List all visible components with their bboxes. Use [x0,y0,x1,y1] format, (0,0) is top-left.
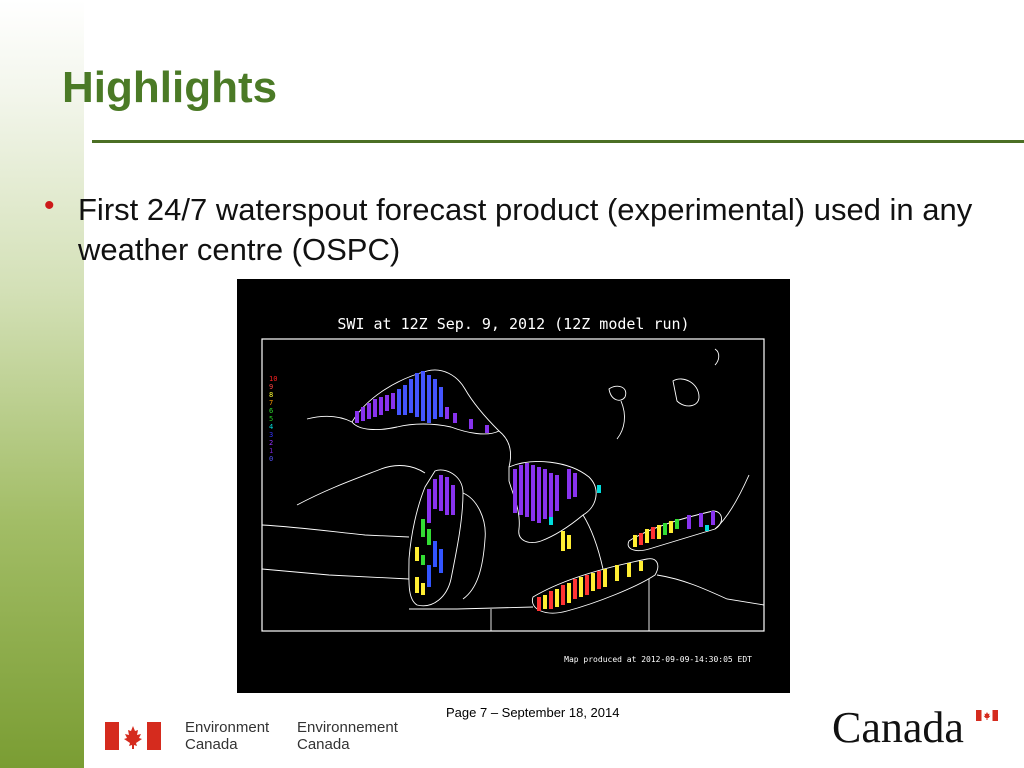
department-name-english: Environment Canada [185,719,269,753]
huron-st-clair [582,514,604,570]
state-border-1 [261,524,410,538]
island-1 [608,385,627,401]
page-number-date: Page 7 – September 18, 2014 [446,705,620,720]
legend-value-10: 10 [269,375,278,383]
map-produced-timestamp: Map produced at 2012-09-09-14:30:05 EDT [564,655,752,664]
soo-connection [498,430,511,468]
bullet-dot-icon: • [44,189,55,222]
lake-superior-outline [351,369,500,435]
legend-value-9: 9 [269,383,274,391]
legend-value-8: 8 [269,391,274,399]
coastlines [261,348,765,631]
wordmark-flag-icon [976,710,998,721]
department-name-french: Environnement Canada [297,719,398,753]
shore-north-1 [306,415,353,423]
legend-value-7: 7 [269,399,274,407]
canada-flag-icon [105,722,161,750]
state-border-2 [261,568,410,580]
map-title: SWI at 12Z Sep. 9, 2012 (12Z model run) [337,315,690,333]
side-gradient-band [0,0,84,768]
map-frame [261,338,765,632]
legend-value-1: 1 [269,447,274,455]
lake-huron-outline [508,461,597,543]
canada-wordmark: Canada [832,703,964,752]
swi-markers [355,371,715,611]
legend-value-6: 6 [269,407,274,415]
dept-fr-line2: Canada [297,736,350,753]
lake-michigan-outline [408,469,464,607]
dept-en-line1: Environment [185,719,270,736]
legend-value-3: 3 [269,431,274,439]
legend-value-2: 2 [269,439,274,447]
island-3 [714,348,720,366]
legend-value-5: 5 [269,415,274,423]
wisconsin-shore [296,465,426,506]
swi-map: SWI at 12Z Sep. 9, 2012 (12Z model run) … [237,279,790,693]
dept-fr-line1: Environnement [297,719,398,736]
legend-value-0: 0 [269,455,274,463]
slide-title: Highlights [62,63,278,112]
hudson-shore [616,400,625,440]
great-lakes-map-graphic [261,338,765,632]
state-border-3 [409,606,534,610]
michigan-lower-peninsula [462,492,486,600]
bullet-text: First 24/7 waterspout forecast product (… [78,192,973,267]
lake-erie-outline [531,558,659,614]
island-2 [672,378,700,407]
title-divider [92,140,1024,143]
dept-en-line2: Canada [185,736,238,753]
legend-value-4: 4 [269,423,274,431]
state-border-6 [656,574,765,606]
st-lawrence [714,474,750,530]
bullet-item: • First 24/7 waterspout forecast product… [44,189,984,270]
